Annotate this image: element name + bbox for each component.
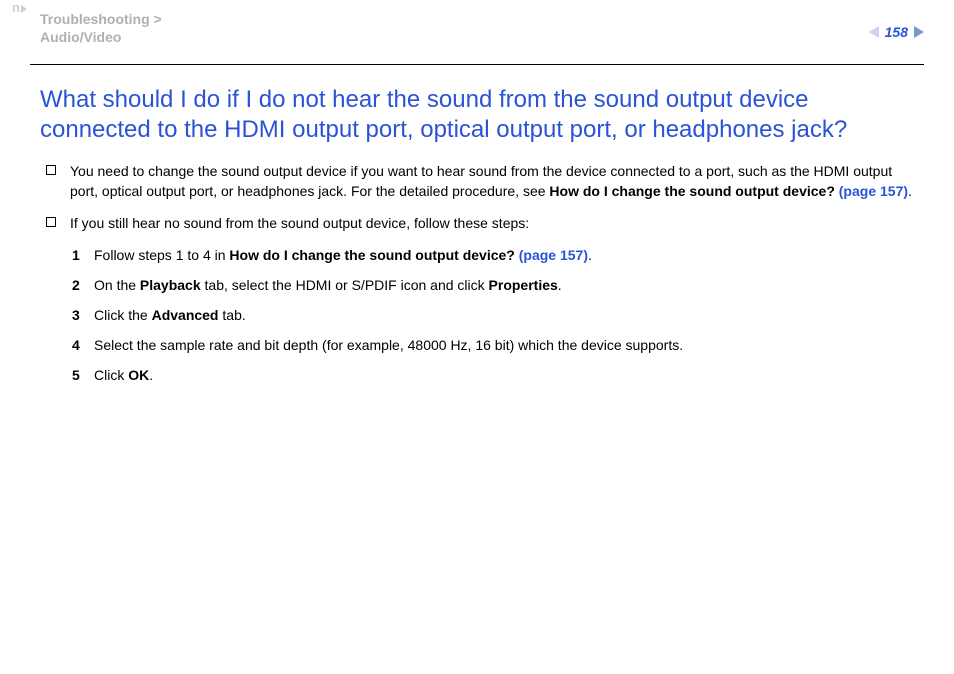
step-3-text: Click the Advanced tab. bbox=[94, 305, 914, 325]
header: Troubleshooting > Audio/Video 158 bbox=[0, 0, 954, 64]
s3-pre: Click the bbox=[94, 307, 152, 323]
step-4-text: Select the sample rate and bit depth (fo… bbox=[94, 335, 914, 355]
bullet-item-2: If you still hear no sound from the soun… bbox=[40, 213, 914, 233]
s2-pre: On the bbox=[94, 277, 140, 293]
page-number: 158 bbox=[885, 24, 908, 40]
s1-pre: Follow steps 1 to 4 in bbox=[94, 247, 229, 263]
step-row: 5 Click OK. bbox=[72, 365, 914, 385]
page-indicator: 158 bbox=[869, 24, 924, 40]
bullet-2-text: If you still hear no sound from the soun… bbox=[70, 213, 914, 233]
bullet-item-1: You need to change the sound output devi… bbox=[40, 161, 914, 201]
bullet-1-text: You need to change the sound output devi… bbox=[70, 161, 914, 201]
step-row: 3 Click the Advanced tab. bbox=[72, 305, 914, 325]
step-2-text: On the Playback tab, select the HDMI or … bbox=[94, 275, 914, 295]
b1-bold: How do I change the sound output device? bbox=[549, 183, 834, 199]
s5-post: . bbox=[149, 367, 153, 383]
step-number: 3 bbox=[72, 305, 94, 325]
page-title: What should I do if I do not hear the so… bbox=[40, 85, 914, 145]
s5-pre: Click bbox=[94, 367, 128, 383]
s1-post: . bbox=[588, 247, 592, 263]
step-row: 2 On the Playback tab, select the HDMI o… bbox=[72, 275, 914, 295]
step-row: 4 Select the sample rate and bit depth (… bbox=[72, 335, 914, 355]
s3-b1: Advanced bbox=[152, 307, 219, 323]
steps-list: 1 Follow steps 1 to 4 in How do I change… bbox=[72, 245, 914, 385]
step-number: 2 bbox=[72, 275, 94, 295]
step-number: 1 bbox=[72, 245, 94, 265]
breadcrumb-line2: Audio/Video bbox=[40, 28, 400, 46]
content: What should I do if I do not hear the so… bbox=[0, 65, 954, 385]
s5-b1: OK bbox=[128, 367, 149, 383]
breadcrumb-line1: Troubleshooting > bbox=[40, 10, 400, 28]
square-bullet-icon bbox=[46, 217, 56, 227]
b1-link[interactable]: (page 157) bbox=[835, 183, 908, 199]
page: n Troubleshooting > Audio/Video 158 What… bbox=[0, 0, 954, 674]
step-number: 5 bbox=[72, 365, 94, 385]
step-row: 1 Follow steps 1 to 4 in How do I change… bbox=[72, 245, 914, 265]
s1-bold: How do I change the sound output device? bbox=[229, 247, 514, 263]
prev-page-icon[interactable] bbox=[869, 26, 879, 38]
b1-post: . bbox=[908, 183, 912, 199]
s2-mid: tab, select the HDMI or S/PDIF icon and … bbox=[201, 277, 489, 293]
s2-b2: Properties bbox=[489, 277, 558, 293]
step-5-text: Click OK. bbox=[94, 365, 914, 385]
s3-post: tab. bbox=[219, 307, 246, 323]
square-bullet-icon bbox=[46, 165, 56, 175]
breadcrumb: Troubleshooting > Audio/Video bbox=[40, 10, 400, 46]
s1-link[interactable]: (page 157) bbox=[515, 247, 588, 263]
step-1-text: Follow steps 1 to 4 in How do I change t… bbox=[94, 245, 914, 265]
s2-post: . bbox=[558, 277, 562, 293]
step-number: 4 bbox=[72, 335, 94, 355]
s2-b1: Playback bbox=[140, 277, 201, 293]
next-page-icon[interactable] bbox=[914, 26, 924, 38]
